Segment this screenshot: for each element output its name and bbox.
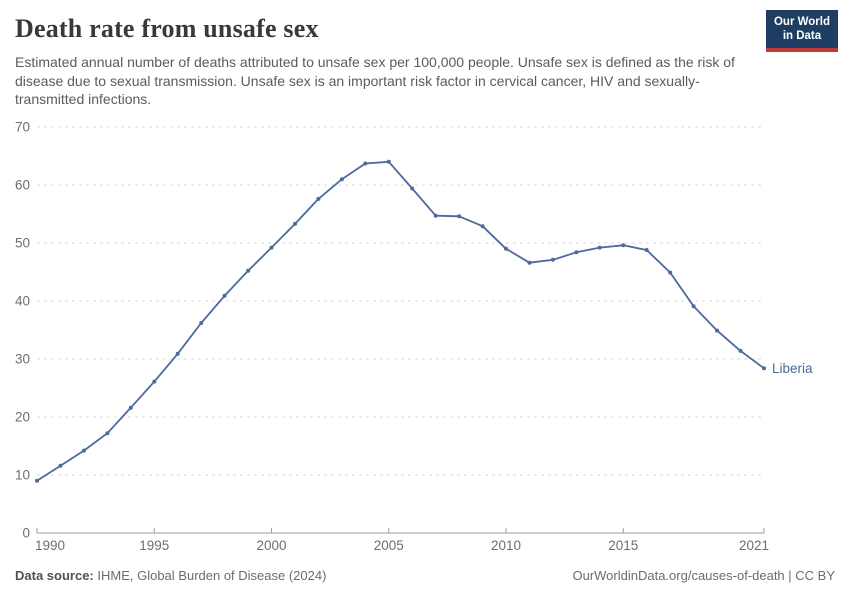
data-point[interactable] <box>410 186 415 191</box>
page-title: Death rate from unsafe sex <box>15 14 319 43</box>
data-point[interactable] <box>81 448 86 453</box>
x-tick-label: 1990 <box>35 538 65 553</box>
y-tick-label: 70 <box>15 120 30 135</box>
data-point[interactable] <box>668 270 673 275</box>
x-tick-label: 2000 <box>256 538 286 553</box>
data-point[interactable] <box>597 245 602 250</box>
data-point[interactable] <box>644 248 649 252</box>
data-point[interactable] <box>199 321 204 325</box>
y-tick-label: 40 <box>15 294 30 309</box>
owid-logo[interactable]: Our World in Data <box>765 10 838 52</box>
data-point[interactable] <box>504 246 508 251</box>
data-point[interactable] <box>58 463 63 468</box>
series-line[interactable] <box>36 160 765 482</box>
owid-logo-line2: in Data <box>782 29 822 42</box>
data-source-value: IHME, Global Burden of Disease (2024) <box>97 568 327 583</box>
y-tick-label: 30 <box>15 352 30 367</box>
owid-logo-line1: Our World <box>773 16 830 28</box>
data-point[interactable] <box>574 250 579 255</box>
data-point[interactable] <box>762 366 766 371</box>
data-source: Data source: IHME, Global Burden of Dise… <box>15 568 326 583</box>
data-point[interactable] <box>386 159 391 164</box>
chart-subtitle: Estimated annual number of deaths attrib… <box>15 54 735 108</box>
series-end-label[interactable]: Liberia <box>772 361 813 376</box>
y-tick-label: 60 <box>15 178 30 193</box>
data-point[interactable] <box>35 478 39 483</box>
data-point[interactable] <box>152 379 157 384</box>
data-point[interactable] <box>105 431 110 436</box>
data-point[interactable] <box>691 304 696 309</box>
data-point[interactable] <box>293 221 297 226</box>
data-point[interactable] <box>246 268 251 273</box>
data-point[interactable] <box>457 214 462 219</box>
data-point[interactable] <box>175 351 180 356</box>
line-chart[interactable]: 0 10 20 30 40 50 60 70 1990 1995 2000 2005 2010 2015 2… <box>0 112 850 567</box>
x-tick-label: 2010 <box>491 538 521 553</box>
y-tick-label: 20 <box>15 410 30 425</box>
data-point[interactable] <box>433 213 438 218</box>
x-tick-label: 2021 <box>739 538 769 553</box>
y-tick-label: 10 <box>15 468 30 483</box>
footer-license-link[interactable]: OurWorldinData.org/causes-of-death | CC … <box>572 568 835 583</box>
data-point[interactable] <box>128 405 133 410</box>
data-source-label: Data source: <box>15 568 94 583</box>
data-point[interactable] <box>527 260 532 265</box>
data-point[interactable] <box>269 245 274 250</box>
data-point[interactable] <box>316 196 321 201</box>
x-tick-label: 2005 <box>374 538 404 553</box>
data-point[interactable] <box>222 293 227 298</box>
data-point[interactable] <box>480 224 485 229</box>
data-point[interactable] <box>738 348 743 353</box>
y-tick-label: 50 <box>15 236 30 251</box>
data-point[interactable] <box>715 328 720 333</box>
x-tick-label: 1995 <box>139 538 169 553</box>
data-point[interactable] <box>550 257 555 262</box>
data-point[interactable] <box>339 177 344 182</box>
y-tick-label: 0 <box>22 526 30 541</box>
data-point[interactable] <box>363 161 368 166</box>
data-point[interactable] <box>621 243 626 248</box>
x-tick-label: 2015 <box>608 538 638 553</box>
